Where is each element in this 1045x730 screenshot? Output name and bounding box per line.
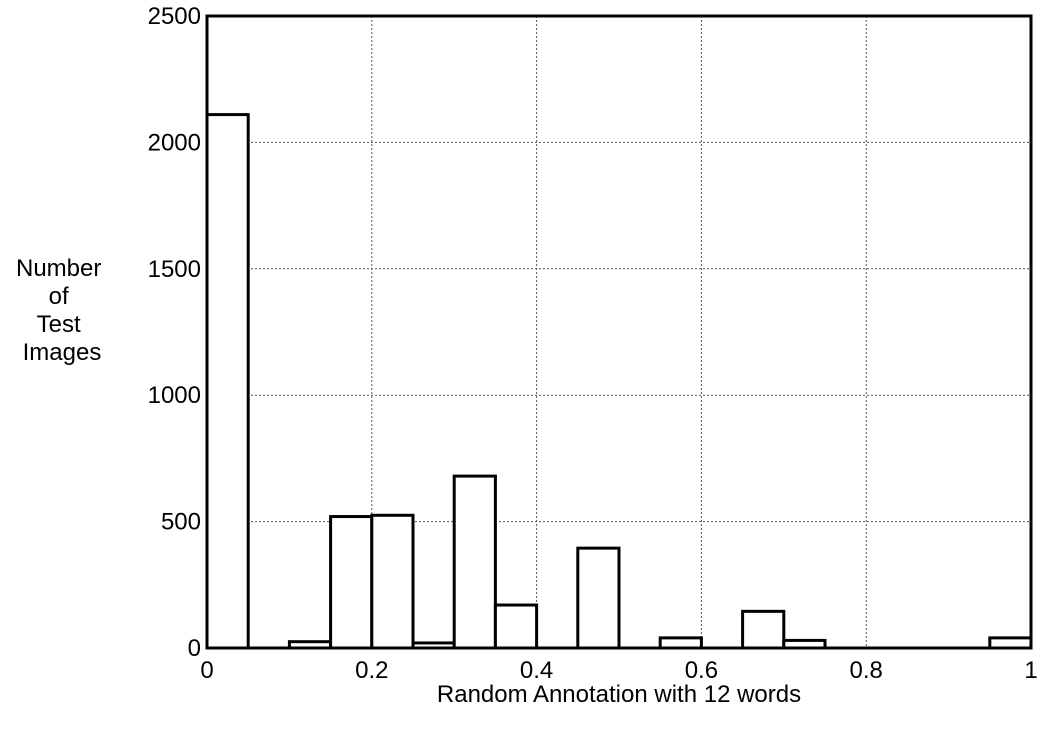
y-tick-label: 0 <box>188 635 201 662</box>
y-tick-label: 500 <box>161 509 201 536</box>
x-tick-label: 1 <box>1024 657 1037 684</box>
histogram-bar <box>207 115 248 648</box>
histogram-bar <box>495 605 536 648</box>
histogram-bar <box>660 638 701 648</box>
histogram-bar <box>372 515 413 648</box>
x-axis-title: Random Annotation with 12 words <box>437 681 801 708</box>
histogram-bar <box>743 611 784 648</box>
histogram-bar <box>454 476 495 648</box>
histogram-bar <box>990 638 1031 648</box>
y-axis-title-line: of <box>49 283 69 310</box>
histogram-bar <box>578 548 619 648</box>
y-tick-label: 1000 <box>148 382 201 409</box>
histogram-bar <box>331 517 372 648</box>
y-tick-label: 2000 <box>148 129 201 156</box>
y-tick-label: 1500 <box>148 256 201 283</box>
y-axis-title-line: Images <box>23 339 102 366</box>
x-tick-label: 0 <box>200 657 213 684</box>
y-axis-title-line: Number <box>16 255 101 282</box>
x-tick-label: 0.4 <box>520 657 553 684</box>
y-tick-label: 2500 <box>148 3 201 30</box>
y-axis-title: Number of Test Images <box>16 255 108 366</box>
x-tick-label: 0.2 <box>355 657 388 684</box>
x-tick-label: 0.8 <box>850 657 883 684</box>
y-axis-title-line: Test <box>37 311 81 338</box>
x-axis-tick-labels: 0 0.2 0.4 0.6 0.8 1 <box>200 657 1037 684</box>
x-tick-label: 0.6 <box>685 657 718 684</box>
y-axis-tick-labels: 0 500 1000 1500 2000 2500 <box>148 3 201 662</box>
bars-layer <box>207 115 1031 648</box>
